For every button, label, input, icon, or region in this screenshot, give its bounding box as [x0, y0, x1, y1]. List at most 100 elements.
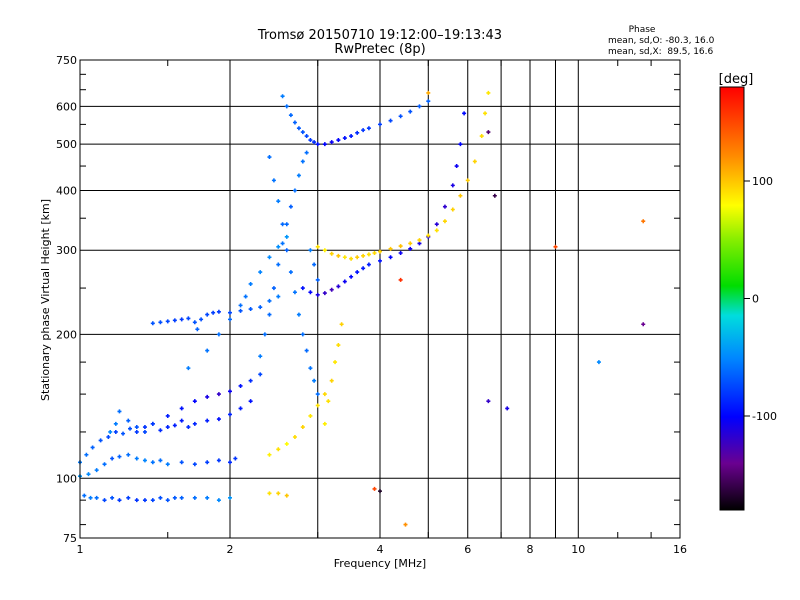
data-point [366, 252, 371, 257]
data-point [84, 452, 89, 457]
data-point [329, 140, 334, 145]
data-point [158, 495, 163, 500]
data-point [186, 366, 191, 371]
data-point [366, 126, 371, 131]
data-point [426, 233, 431, 238]
data-point [258, 372, 263, 377]
x-tick-label: 1 [77, 543, 84, 556]
data-point [142, 498, 147, 503]
data-point [271, 178, 276, 183]
data-point [267, 491, 272, 496]
data-point [108, 429, 113, 434]
y-tick-label: 300 [56, 244, 77, 257]
data-point [280, 241, 285, 246]
data-point [308, 248, 313, 253]
data-point [113, 421, 118, 426]
data-point [336, 284, 341, 289]
data-point [292, 120, 297, 125]
data-point [641, 219, 646, 224]
data-point [408, 109, 413, 114]
data-point [192, 495, 197, 500]
series-2 [78, 399, 253, 465]
data-point [267, 155, 272, 160]
data-point [361, 266, 366, 271]
data-point [403, 522, 408, 527]
data-point [172, 318, 177, 323]
series-12 [267, 392, 327, 457]
data-point [276, 447, 281, 452]
y-tick-label: 400 [56, 184, 77, 197]
data-point [342, 255, 347, 260]
data-point [248, 378, 253, 383]
data-point [121, 431, 126, 436]
data-point [192, 421, 197, 426]
data-point [186, 425, 191, 430]
data-point [110, 456, 115, 461]
series-4 [150, 294, 281, 332]
data-point [426, 99, 431, 104]
data-point [216, 309, 221, 314]
data-point [94, 468, 99, 473]
data-point [479, 134, 484, 139]
data-point [228, 412, 232, 417]
data-point [372, 251, 377, 256]
series-8 [258, 150, 320, 359]
data-point [165, 462, 170, 467]
data-point [276, 491, 281, 496]
data-point [134, 429, 139, 434]
colorbar-tick-label: -100 [752, 410, 777, 423]
data-point [128, 426, 133, 431]
data-point [284, 493, 289, 498]
data-point [88, 495, 93, 500]
data-point [366, 262, 371, 267]
data-point [205, 495, 210, 500]
data-point [322, 248, 327, 253]
data-point [142, 458, 147, 463]
data-point [326, 399, 331, 404]
x-axis-ticks: 1 2 4 6 8 10 16 [77, 60, 687, 556]
y-tick-label: 600 [56, 100, 77, 113]
data-point [288, 113, 293, 118]
data-point [296, 173, 301, 178]
series-7 [267, 155, 320, 397]
data-point [288, 270, 293, 275]
data-point [378, 122, 382, 127]
series-6 [280, 94, 431, 147]
data-point [238, 308, 243, 313]
data-point [216, 417, 221, 422]
data-point [322, 291, 327, 296]
series-11 [322, 322, 344, 426]
data-point [211, 310, 216, 315]
data-point [134, 425, 139, 430]
data-points [78, 90, 646, 527]
data-point [388, 255, 393, 260]
data-point [596, 360, 601, 365]
data-point [300, 332, 305, 337]
data-point [339, 322, 344, 327]
data-point [483, 111, 488, 116]
chart-title: Tromsø 20150710 19:12:00–19:13:43 [257, 28, 502, 43]
series-3 [108, 372, 263, 434]
data-point [398, 251, 403, 256]
data-point [288, 204, 293, 209]
data-point [271, 286, 276, 291]
data-point [248, 307, 253, 312]
data-point [641, 322, 646, 327]
data-point [186, 316, 191, 321]
data-point [355, 255, 360, 260]
data-point [329, 378, 334, 383]
data-point [454, 164, 459, 169]
data-point [238, 383, 243, 388]
data-point [378, 489, 382, 494]
data-point [486, 399, 491, 404]
data-point [300, 159, 305, 164]
data-point [267, 298, 272, 303]
series-0 [82, 493, 232, 503]
data-point [228, 317, 232, 322]
data-point [388, 246, 393, 251]
data-point [117, 454, 122, 459]
x-tick-label: 8 [527, 543, 534, 556]
data-point [165, 413, 170, 418]
data-point [179, 495, 184, 500]
